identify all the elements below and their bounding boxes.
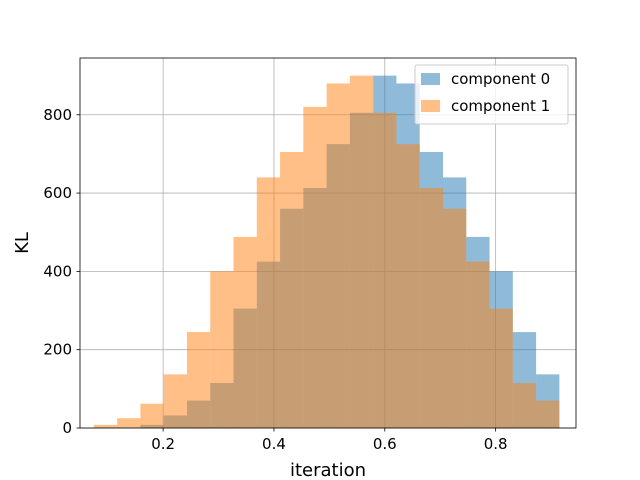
x-tick-label-3: 0.8 — [484, 435, 508, 453]
legend-swatch-component-0 — [421, 73, 440, 85]
series-1-bar-11 — [349, 75, 374, 428]
y-tick-label-1: 200 — [43, 341, 72, 359]
series-1-bar-7 — [256, 177, 281, 428]
plot-frame — [79, 57, 577, 429]
legend-label-component-0: component 0 — [451, 70, 550, 88]
x-tick-label-2: 0.6 — [373, 435, 397, 453]
series-1-bar-14 — [419, 187, 443, 428]
series-1-bar-18 — [512, 382, 537, 428]
series-1-bar-5 — [210, 271, 234, 428]
series-1-bar-10 — [326, 83, 350, 428]
histogram-bars — [93, 75, 560, 428]
series-1-bar-1 — [117, 418, 141, 428]
x-tick-label-1: 0.4 — [262, 435, 286, 453]
y-tick-label-2: 400 — [43, 262, 72, 280]
legend-label-component-1: component 1 — [451, 97, 550, 115]
axis-ticks: 0.2 0.4 0.6 0.8 0 200 400 600 800 — [43, 106, 507, 453]
legend-swatch-component-1 — [421, 100, 440, 112]
y-tick-label-4: 800 — [43, 106, 72, 124]
series-1-bar-15 — [442, 208, 467, 428]
series-1-bar-4 — [186, 332, 211, 428]
y-tick-label-0: 0 — [62, 419, 72, 437]
series-1-bar-17 — [489, 308, 513, 428]
series-1-bar-19 — [536, 400, 560, 428]
y-tick-label-3: 600 — [43, 184, 72, 202]
legend-box — [414, 64, 569, 125]
series-1-bar-6 — [233, 236, 257, 428]
x-tick-label-0: 0.2 — [151, 435, 175, 453]
series-1-bar-12 — [373, 112, 397, 428]
series-1-bar-13 — [396, 144, 420, 428]
series-1-bar-2 — [140, 403, 164, 428]
series-1-bar-16 — [466, 261, 490, 428]
y-axis-label: KL — [12, 232, 33, 254]
series-1-bars — [93, 75, 560, 428]
legend: component 0 component 1 — [414, 64, 569, 125]
series-1-bar-8 — [280, 151, 304, 428]
x-axis-label: iteration — [290, 460, 366, 480]
series-1-bar-3 — [163, 374, 187, 428]
series-1-bar-0 — [93, 424, 118, 428]
series-1-bar-9 — [303, 106, 327, 428]
